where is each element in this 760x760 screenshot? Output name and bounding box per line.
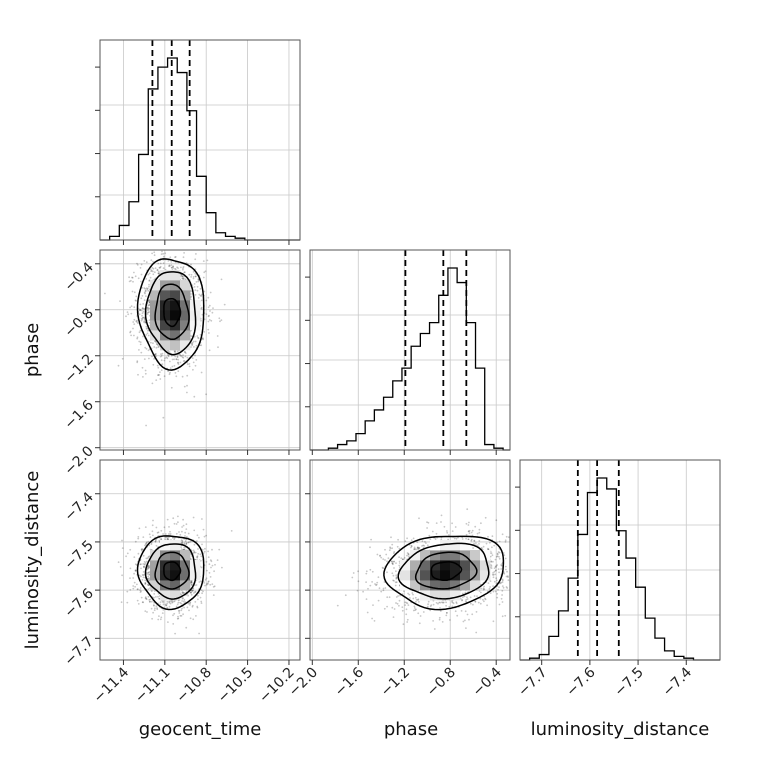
y-axis-labels: phase luminosity_distance — [22, 323, 43, 650]
histogram-step — [520, 477, 720, 661]
y-tick-label: −1.2 — [61, 351, 96, 386]
panel-frame — [99, 459, 301, 661]
x-tick-label: −1.6 — [332, 664, 367, 699]
y-tick-label: −7.4 — [61, 489, 96, 524]
contour-line — [144, 271, 197, 356]
panel-frame — [99, 249, 301, 451]
x-tick-label: −7.7 — [515, 665, 550, 700]
contour-line — [414, 551, 478, 590]
x-tick-label: −11.1 — [132, 665, 174, 707]
panel-frame — [519, 459, 721, 661]
x-tick-label: −1.2 — [378, 665, 413, 700]
ylabel-luminosity-distance: luminosity_distance — [22, 471, 43, 650]
y-tick-label: −2.0 — [61, 443, 96, 478]
xlabel-phase: phase — [384, 719, 438, 740]
panels: −7.7 −7.6 −7.5 −7.4 −2.0 −1.6 −1.2 −0.8 −0.4 −11.… — [61, 39, 721, 707]
panel-frame — [99, 39, 301, 241]
contours — [136, 258, 205, 371]
ylabel-phase: phase — [22, 323, 43, 377]
xlabel-luminosity-distance: luminosity_distance — [531, 719, 710, 740]
contour-line — [154, 551, 190, 590]
density-panel-geocent-time-vs-luminosity-distance: −11.4 −11.1 −10.8 −10.5 −10.2−7.7−7.6−7.5−7.… — [61, 459, 301, 707]
xlabel-geocent-time: geocent_time — [139, 719, 262, 740]
y-tick-label: −7.5 — [61, 537, 96, 572]
contour-line — [430, 561, 463, 582]
contour-line — [397, 542, 490, 600]
contour-line — [163, 561, 182, 582]
x-tick-label: −7.6 — [563, 664, 598, 699]
x-axis-labels: geocent_time phase luminosity_distance — [139, 719, 710, 740]
panel-frame — [309, 249, 511, 451]
panel-frame — [309, 459, 511, 661]
x-tick-label: −11.4 — [91, 664, 133, 706]
contour-line — [144, 543, 197, 600]
x-tick-label: −0.8 — [424, 665, 459, 700]
y-tick-label: −0.8 — [61, 305, 96, 340]
contour-line — [154, 283, 190, 341]
contours — [136, 535, 205, 611]
hist-panel-phase — [305, 249, 511, 455]
x-tick-label: −7.5 — [612, 665, 647, 700]
y-tick-label: −1.6 — [61, 397, 96, 432]
density-panel-phase-vs-luminosity-distance: −2.0 −1.6 −1.2 −0.8 −0.4 — [286, 459, 511, 700]
x-tick-label: −10.8 — [173, 665, 215, 707]
histogram-step — [310, 267, 510, 451]
x-tick-label: −7.4 — [660, 664, 695, 699]
density-panel-geocent-time-vs-phase: −2.0 −1.6 −1.2 −0.8 −0.4 — [61, 249, 301, 479]
contour-line — [163, 298, 182, 328]
contour-line — [136, 258, 205, 371]
y-tick-label: −7.7 — [61, 634, 96, 669]
hist-panel-luminosity-distance: −7.7 −7.6 −7.5 −7.4 — [515, 459, 721, 700]
x-tick-label: −10.5 — [215, 665, 257, 707]
y-tick-label: −0.4 — [61, 259, 96, 294]
contour-line — [383, 535, 505, 611]
x-tick-label: −0.4 — [470, 664, 505, 699]
y-tick-label: −7.6 — [61, 586, 96, 621]
contour-line — [136, 535, 205, 611]
contours — [383, 535, 505, 611]
hist-panel-geocent-time — [95, 39, 301, 245]
